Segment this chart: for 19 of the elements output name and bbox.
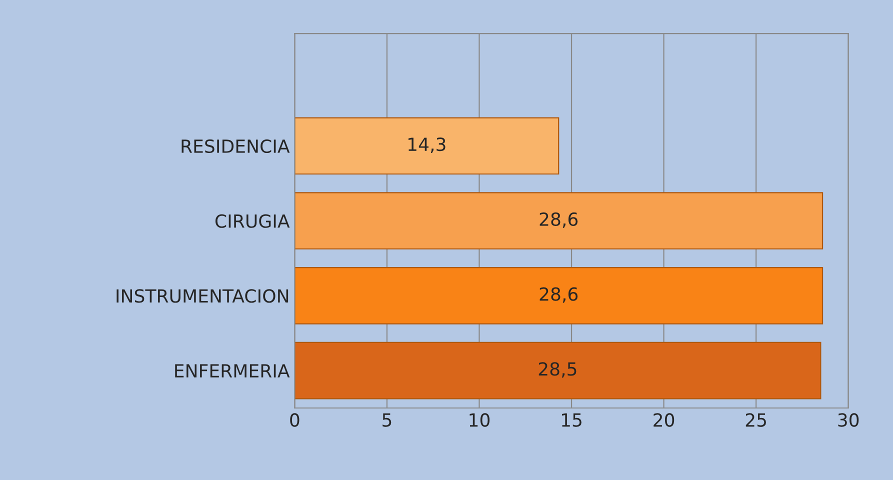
x-tick-label: 0 xyxy=(290,413,300,427)
y-tick-label: INSTRUMENTACION xyxy=(116,289,288,303)
y-tick-label: CIRUGIA xyxy=(215,214,290,228)
x-tick-label: 5 xyxy=(382,413,392,427)
data-label: 28,6 xyxy=(540,287,578,303)
y-tick-label: RESIDENCIA xyxy=(182,139,290,154)
x-tick-label: 30 xyxy=(838,413,859,427)
bar xyxy=(294,192,824,250)
data-label: 28,5 xyxy=(538,362,576,378)
bar xyxy=(294,117,560,175)
x-tick-label: 20 xyxy=(654,413,674,427)
bar xyxy=(294,342,822,400)
data-label: 14,3 xyxy=(408,138,446,153)
data-label: 28,6 xyxy=(540,212,578,228)
y-tick-label: ENFERMERIA xyxy=(175,364,290,378)
x-tick-label: 15 xyxy=(562,413,582,427)
bar xyxy=(294,267,824,324)
x-tick-label: 25 xyxy=(746,413,766,427)
x-tick-label: 10 xyxy=(470,413,490,427)
